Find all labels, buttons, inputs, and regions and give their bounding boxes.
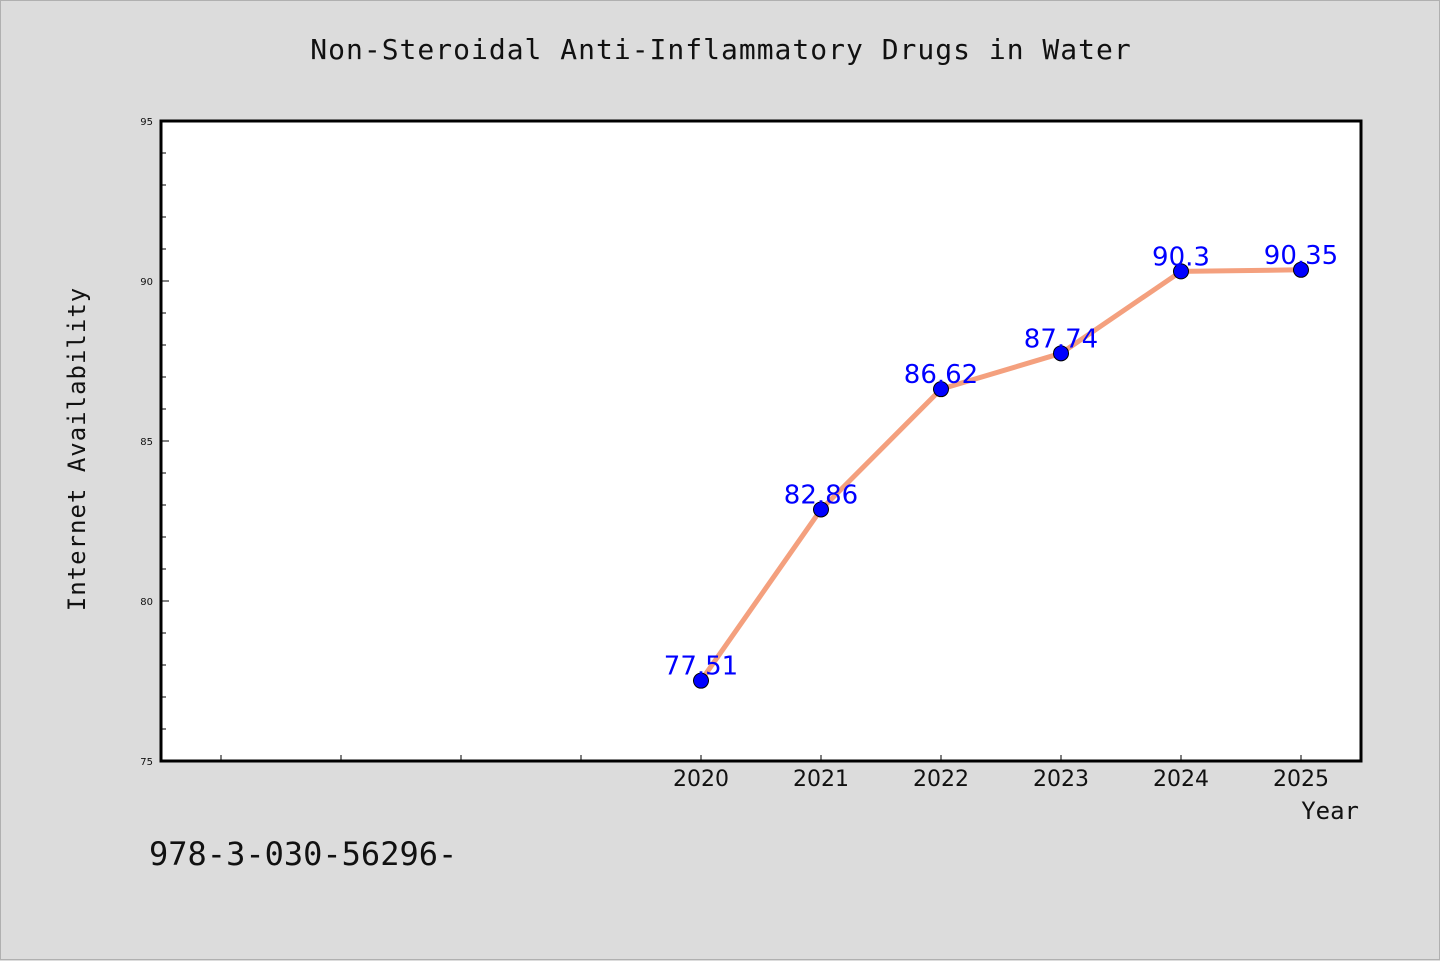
data-point — [1173, 263, 1189, 280]
data-points — [693, 261, 1309, 689]
x-tick-label: 2023 — [1033, 767, 1089, 792]
y-tick-label: 85 — [140, 437, 153, 448]
x-tick-label: 2020 — [673, 767, 729, 792]
x-tick-label: 2024 — [1153, 767, 1209, 792]
data-label: 90.3 — [1152, 242, 1210, 272]
data-label: 77.51 — [664, 652, 738, 682]
x-axis-ticks: 2020 2021 2022 2023 2024 2025 — [220, 755, 1329, 792]
y-axis-ticks: 75 80 85 90 95 — [140, 117, 169, 768]
x-tick-label: 2025 — [1273, 767, 1329, 792]
x-tick-label: 2021 — [793, 767, 849, 792]
data-labels: 77.51 82.86 86.62 87.74 90.3 90.35 — [664, 241, 1338, 682]
y-tick-label: 95 — [140, 117, 153, 128]
data-point — [693, 672, 709, 689]
data-point — [813, 501, 829, 518]
data-label: 87.74 — [1024, 324, 1098, 354]
y-tick-label: 90 — [140, 277, 153, 288]
isbn-text: 978-3-030-56296- — [149, 835, 458, 873]
data-label: 82.86 — [784, 480, 858, 510]
y-tick-label: 75 — [140, 757, 153, 768]
chart-title: Non-Steroidal Anti-Inflammatory Drugs in… — [310, 33, 1132, 66]
data-label: 86.62 — [904, 360, 978, 390]
data-point — [1053, 345, 1069, 362]
data-point — [933, 381, 949, 398]
x-axis-label: Year — [1301, 797, 1359, 825]
data-label: 90.35 — [1264, 241, 1338, 271]
y-tick-label: 80 — [140, 597, 153, 608]
x-tick-label: 2022 — [913, 767, 969, 792]
series-line — [698, 267, 1304, 684]
data-point — [1293, 261, 1309, 278]
plot-area — [159, 119, 1363, 763]
